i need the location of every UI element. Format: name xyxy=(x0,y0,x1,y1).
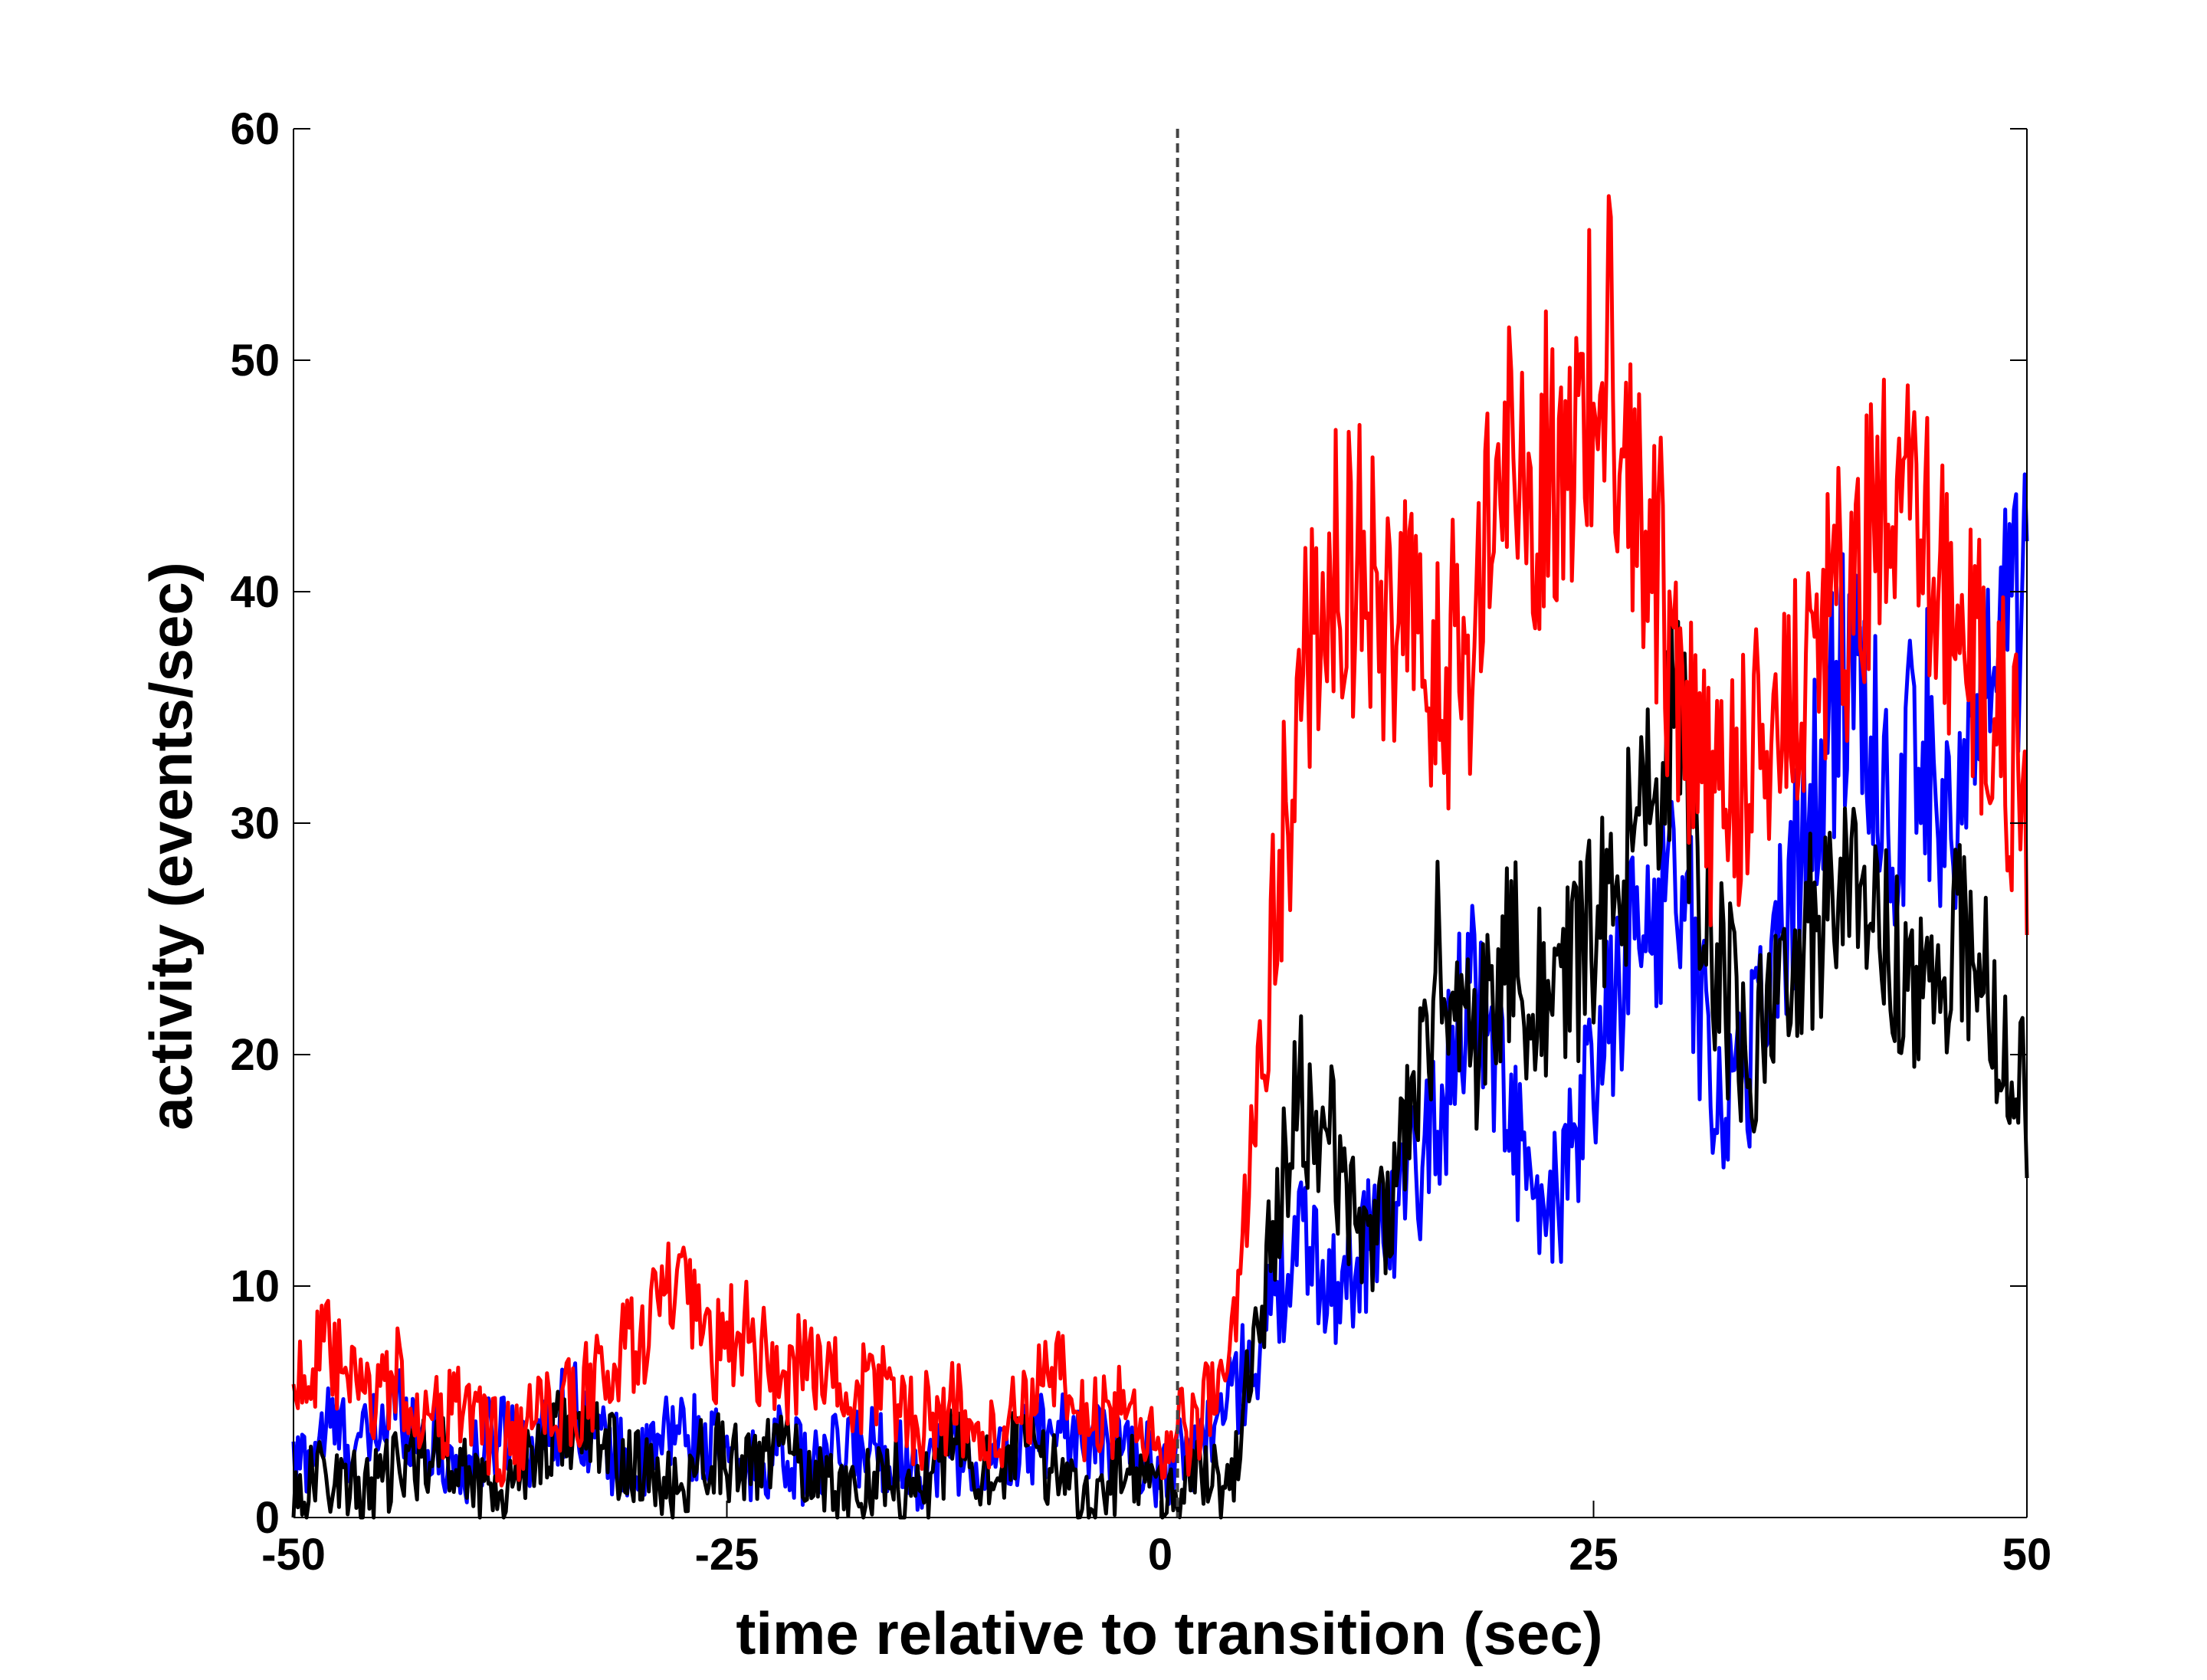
y-tick-label: 10 xyxy=(230,1262,280,1311)
y-tick-label: 0 xyxy=(255,1493,280,1543)
labels-layer: time relative to transition (sec) activit… xyxy=(137,562,1603,1667)
series-line-3 xyxy=(291,194,2029,1488)
x-tick-label: -50 xyxy=(261,1530,326,1580)
y-tick-label: 20 xyxy=(230,1030,280,1080)
series-layer xyxy=(291,194,2029,1520)
y-tick-label: 40 xyxy=(230,567,280,617)
x-tick-label: 25 xyxy=(1569,1530,1618,1580)
x-tick-label: -25 xyxy=(695,1530,759,1580)
ticks-layer: -50 -25 0 25 50 0 10 20 30 40 50 60 xyxy=(230,104,2051,1580)
y-tick-label: 50 xyxy=(230,336,280,386)
y-axis-label: activity (events/sec) xyxy=(137,562,205,1130)
y-tick-label: 60 xyxy=(230,104,280,154)
x-tick-label: 0 xyxy=(1148,1530,1172,1580)
x-tick-label: 50 xyxy=(2002,1530,2052,1580)
y-tick-label: 30 xyxy=(230,799,280,848)
x-axis-label: time relative to transition (sec) xyxy=(736,1600,1602,1667)
